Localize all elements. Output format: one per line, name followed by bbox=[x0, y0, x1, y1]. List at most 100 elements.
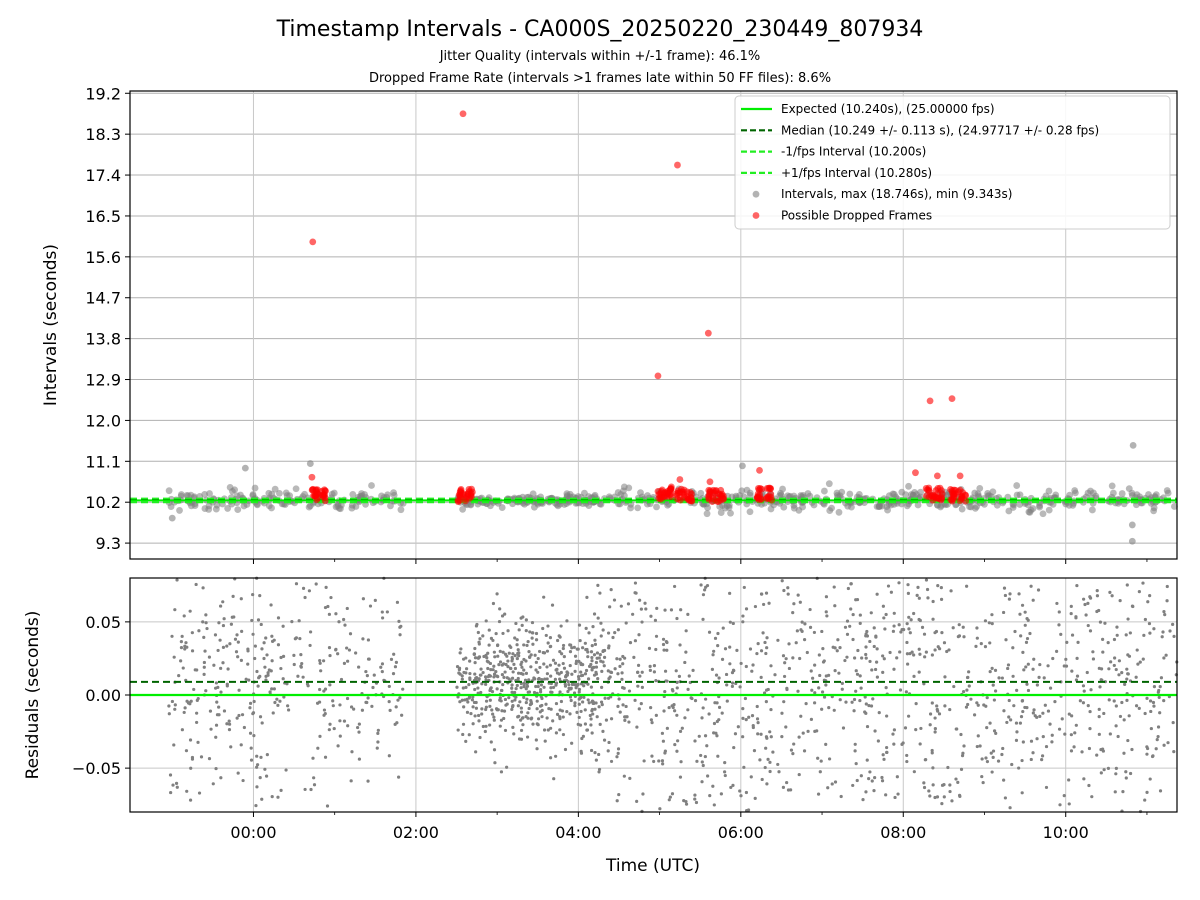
residual-point bbox=[279, 666, 283, 671]
residual-point bbox=[1036, 588, 1041, 592]
residual-point bbox=[570, 741, 574, 745]
residual-point bbox=[912, 674, 916, 678]
residual-point bbox=[487, 643, 491, 647]
residual-point bbox=[237, 713, 241, 718]
residual-point bbox=[167, 704, 171, 708]
residual-point bbox=[190, 631, 194, 635]
residual-point bbox=[296, 674, 300, 678]
interval-point bbox=[265, 502, 273, 510]
residual-point bbox=[521, 723, 525, 727]
residual-point bbox=[461, 722, 466, 726]
legend-entry: -1/fps Interval (10.200s) bbox=[781, 145, 926, 159]
residual-point bbox=[609, 670, 613, 674]
residual-point bbox=[468, 659, 472, 663]
residual-point bbox=[561, 646, 565, 651]
residual-point bbox=[524, 700, 528, 705]
residual-point bbox=[175, 785, 179, 789]
residual-point bbox=[336, 652, 340, 656]
residual-point bbox=[458, 700, 462, 704]
residual-point bbox=[676, 739, 680, 743]
residual-point bbox=[276, 616, 281, 620]
residual-point bbox=[1088, 726, 1092, 731]
residual-point bbox=[1023, 610, 1027, 614]
residual-point bbox=[345, 646, 349, 650]
residual-point bbox=[495, 643, 500, 648]
residual-point bbox=[827, 673, 831, 677]
residual-point bbox=[905, 640, 909, 645]
residual-point bbox=[484, 699, 489, 703]
residual-point bbox=[1008, 806, 1012, 810]
residual-point bbox=[1055, 649, 1059, 653]
residual-point bbox=[731, 783, 735, 787]
residual-point bbox=[1156, 734, 1160, 739]
residual-point bbox=[265, 752, 269, 757]
residual-point bbox=[481, 634, 485, 638]
residual-point bbox=[875, 675, 879, 679]
residual-point bbox=[503, 697, 508, 702]
residual-point bbox=[743, 696, 748, 701]
residual-point bbox=[989, 751, 993, 755]
residual-point bbox=[247, 678, 251, 682]
residual-point bbox=[577, 702, 581, 706]
residual-point bbox=[900, 742, 904, 746]
residual-point bbox=[511, 703, 515, 708]
x-axis-label: Time (UTC) bbox=[605, 856, 700, 876]
residual-point bbox=[627, 720, 631, 724]
residual-point bbox=[1007, 715, 1011, 719]
residual-point bbox=[312, 783, 317, 787]
residual-point bbox=[851, 612, 855, 617]
residual-point bbox=[881, 670, 885, 674]
residual-point bbox=[725, 683, 729, 687]
interval-point bbox=[1118, 490, 1126, 497]
dropped-frame-point bbox=[715, 498, 722, 506]
residual-point bbox=[473, 656, 478, 660]
residual-point bbox=[744, 607, 749, 611]
residual-point bbox=[768, 760, 772, 764]
residual-point bbox=[616, 628, 620, 632]
residual-point bbox=[1124, 770, 1128, 774]
residual-point bbox=[492, 672, 497, 676]
residual-point bbox=[846, 586, 850, 591]
residual-point bbox=[936, 709, 940, 713]
residual-point bbox=[1018, 721, 1022, 725]
residual-point bbox=[492, 650, 496, 654]
residual-point bbox=[1151, 700, 1156, 705]
residual-point bbox=[701, 617, 705, 621]
residual-point bbox=[495, 592, 499, 596]
residual-point bbox=[689, 696, 693, 700]
residual-point bbox=[474, 700, 478, 705]
residual-point bbox=[1033, 714, 1037, 718]
residual-point bbox=[273, 700, 277, 705]
residual-point bbox=[1044, 744, 1049, 749]
residual-point bbox=[1166, 741, 1170, 745]
residual-point bbox=[326, 604, 330, 609]
residual-point bbox=[673, 709, 677, 713]
residual-point bbox=[1012, 704, 1016, 708]
residual-point bbox=[279, 655, 283, 660]
residual-point bbox=[368, 604, 373, 608]
residual-point bbox=[1041, 711, 1045, 715]
residual-point bbox=[579, 709, 583, 714]
residual-point bbox=[1019, 715, 1024, 719]
residual-point bbox=[967, 684, 971, 688]
residual-point bbox=[545, 672, 550, 676]
residual-point bbox=[486, 666, 490, 671]
residual-point bbox=[1040, 758, 1044, 762]
interval-point bbox=[390, 489, 397, 497]
residual-point bbox=[1081, 684, 1086, 688]
residual-point bbox=[1020, 791, 1024, 795]
residual-point bbox=[686, 708, 690, 712]
residual-point bbox=[662, 709, 666, 713]
residual-point bbox=[756, 732, 760, 736]
residual-point bbox=[391, 671, 396, 676]
residual-point bbox=[380, 662, 385, 666]
residual-point bbox=[1145, 696, 1149, 700]
residual-point bbox=[249, 746, 253, 750]
residual-point bbox=[255, 754, 259, 758]
residual-point bbox=[556, 638, 560, 643]
residual-point bbox=[569, 686, 573, 690]
residual-point bbox=[947, 648, 951, 652]
residual-point bbox=[225, 722, 229, 726]
residual-point bbox=[1118, 714, 1123, 719]
residual-point bbox=[195, 711, 199, 715]
